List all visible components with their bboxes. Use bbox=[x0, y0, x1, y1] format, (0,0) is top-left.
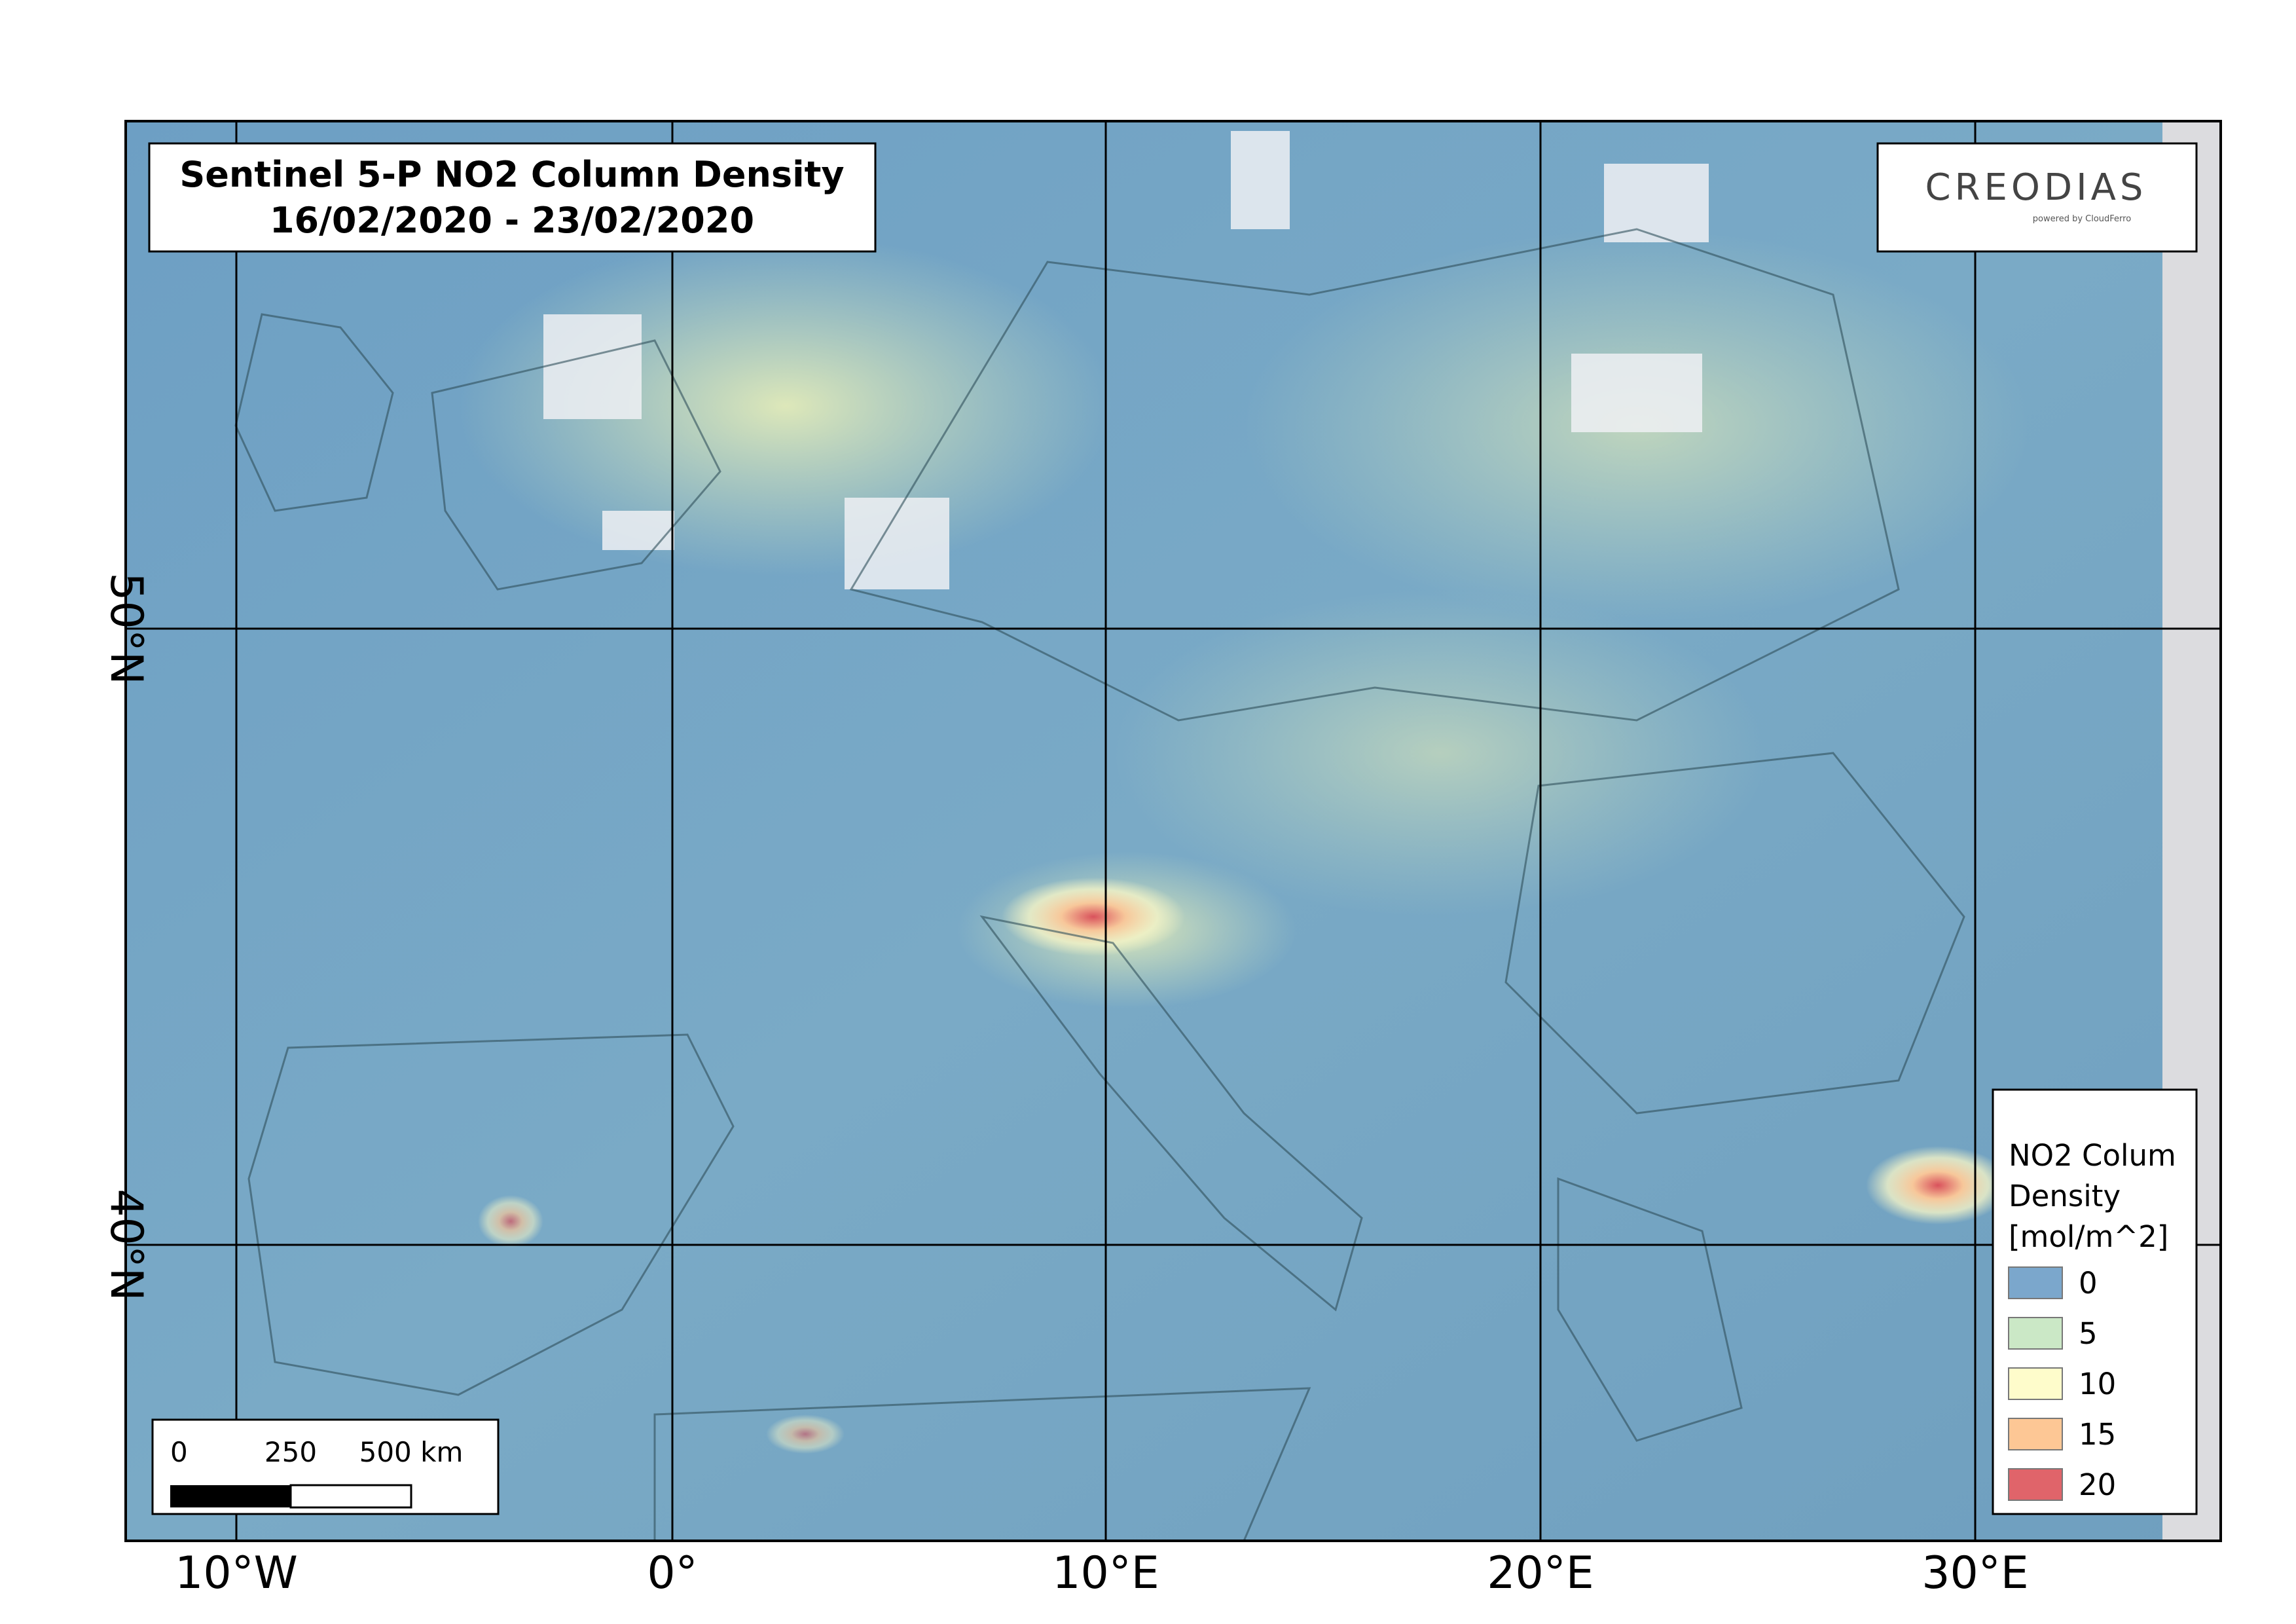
lon-label: 20°E bbox=[1487, 1547, 1594, 1599]
scale-label: 500 km bbox=[359, 1436, 464, 1468]
scale-label: 0 bbox=[170, 1436, 188, 1468]
title-frame bbox=[148, 142, 877, 253]
lon-label: 10°E bbox=[1052, 1547, 1159, 1599]
lat-label: 40°N bbox=[100, 1189, 152, 1301]
map-area bbox=[126, 121, 2221, 1541]
title-box: Sentinel 5-P NO2 Column Density 16/02/20… bbox=[148, 142, 877, 253]
legend-swatch bbox=[2008, 1317, 2063, 1350]
logo-tagline: powered by CloudFerro bbox=[2033, 214, 2131, 224]
lat-label: 50°N bbox=[100, 572, 152, 684]
scale-label: 250 bbox=[264, 1436, 317, 1468]
legend-label: 5 bbox=[2079, 1316, 2098, 1351]
graticule bbox=[126, 121, 2221, 1541]
legend: NO2 Colum Density [mol/m^2] 0 5 10 15 20 bbox=[1992, 1088, 2198, 1515]
logo-name: CREODIAS bbox=[1925, 166, 2147, 209]
scale-segment bbox=[289, 1484, 412, 1509]
title-line: 16/02/2020 - 23/02/2020 bbox=[270, 200, 754, 241]
legend-swatch bbox=[2008, 1468, 2063, 1501]
title-line: Sentinel 5-P NO2 Column Density bbox=[179, 154, 844, 195]
legend-title: NO2 Colum bbox=[2009, 1138, 2176, 1173]
scale-bar: 0 250 500 km bbox=[151, 1418, 500, 1515]
legend-label: 15 bbox=[2079, 1417, 2116, 1452]
lon-label: 0° bbox=[647, 1547, 697, 1599]
logo-box: CREODIAS powered by CloudFerro bbox=[1876, 142, 2198, 253]
legend-swatch bbox=[2008, 1266, 2063, 1299]
legend-title: Density bbox=[2009, 1179, 2121, 1213]
lon-label: 30°E bbox=[1922, 1547, 2029, 1599]
legend-label: 10 bbox=[2079, 1367, 2116, 1401]
lon-label: 10°W bbox=[175, 1547, 298, 1599]
legend-swatch bbox=[2008, 1418, 2063, 1450]
map-frame bbox=[124, 120, 2222, 1542]
legend-label: 20 bbox=[2079, 1467, 2116, 1502]
legend-swatch bbox=[2008, 1367, 2063, 1400]
legend-title: [mol/m^2] bbox=[2009, 1219, 2168, 1254]
legend-label: 0 bbox=[2079, 1266, 2098, 1301]
logo-frame bbox=[1876, 142, 2198, 253]
scale-segment bbox=[170, 1485, 291, 1507]
